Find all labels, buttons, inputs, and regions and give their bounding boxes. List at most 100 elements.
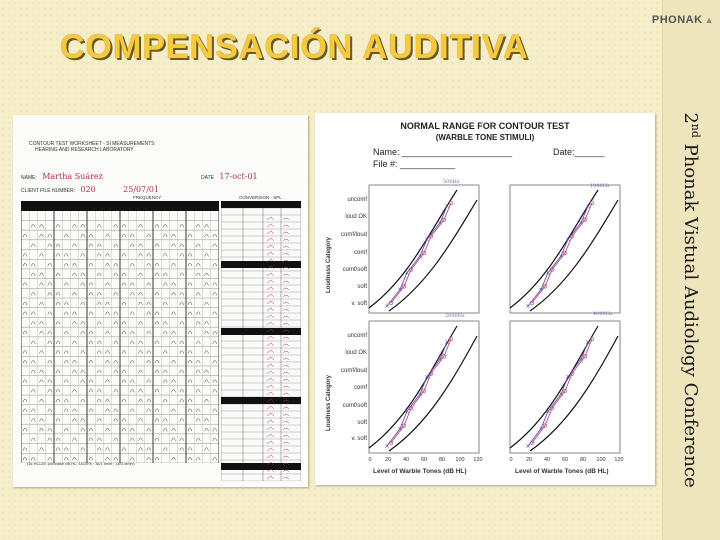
handwritten-mark: [88, 330, 94, 335]
handwritten-mark: [130, 292, 135, 296]
handwritten-mark: [171, 408, 176, 412]
handwritten-mark: [55, 389, 61, 393]
handwritten-mark: [138, 321, 143, 325]
handwritten-mark: [146, 408, 151, 412]
series-2-point: [566, 237, 570, 242]
handwritten-mark: [179, 243, 184, 247]
grid-header-bar: [21, 201, 219, 211]
handwritten-mark: [39, 301, 44, 306]
handwritten-mark: [64, 301, 69, 306]
handwritten-mark: [163, 398, 168, 403]
y-label-comf-soft: comf/soft: [342, 267, 367, 273]
handwritten-mark: [171, 379, 176, 383]
contour-plots: [368, 184, 621, 454]
handwritten-mark: [55, 243, 61, 247]
handwritten-mark: [88, 292, 94, 296]
grid-header-bar: [221, 261, 301, 268]
handwritten-mark: [31, 360, 36, 364]
handwritten-mark: [113, 369, 118, 374]
x-axis-title: Level of Warble Tones (dB HL): [373, 468, 467, 475]
handwritten-mark: [55, 301, 61, 306]
handwritten-mark: [47, 389, 52, 393]
handwritten-mark: [179, 437, 184, 441]
handwritten-mark: [64, 330, 69, 335]
handwritten-mark: [187, 301, 193, 306]
handwritten-mark: [212, 311, 217, 315]
handwritten-mark: [138, 272, 143, 277]
handwritten-mark: [266, 468, 290, 473]
handwritten-mark: [97, 340, 102, 344]
handwritten-mark: [80, 427, 85, 432]
handwritten-mark: [266, 384, 290, 389]
handwritten-mark: [163, 418, 168, 422]
handwritten-mark: [163, 330, 168, 335]
patient-series-1: [531, 202, 593, 304]
handwritten-mark: [154, 408, 160, 412]
handwritten-mark: [80, 282, 85, 286]
handwritten-mark: [204, 369, 209, 374]
handwritten-mark: [266, 440, 290, 445]
handwritten-mark: [187, 427, 193, 432]
handwritten-mark: [121, 224, 127, 228]
handwritten-mark: [64, 408, 69, 412]
handwritten-mark: [22, 233, 28, 238]
handwritten-mark: [196, 321, 201, 325]
handwritten-mark: [163, 369, 168, 374]
handwritten-mark: [154, 369, 160, 374]
handwritten-mark: [146, 253, 151, 257]
handwritten-mark: [196, 311, 201, 315]
handwritten-mark: [138, 350, 143, 354]
handwritten-mark: [121, 253, 127, 257]
handwritten-mark: [88, 437, 94, 441]
handwritten-mark: [72, 360, 77, 364]
handwritten-mark: [196, 224, 201, 228]
handwritten-mark: [22, 301, 28, 306]
handwritten-mark: [105, 457, 110, 461]
handwritten-mark: [55, 418, 61, 422]
handwritten-mark: [146, 350, 151, 354]
handwritten-mark: [179, 418, 184, 422]
handwritten-mark: [55, 437, 61, 441]
handwritten-mark: [163, 233, 168, 238]
handwritten-mark: [80, 233, 85, 238]
handwritten-mark: [105, 379, 110, 383]
handwritten-mark: [121, 369, 127, 374]
plot-frame: [368, 320, 480, 454]
handwritten-mark: [88, 282, 94, 286]
handwritten-mark: [212, 379, 217, 383]
worksheet-name-row: NAME: Martha Suárez: [21, 172, 103, 181]
handwritten-mark: [47, 360, 52, 364]
series-2-point: [579, 220, 583, 225]
handwritten-mark: [47, 282, 52, 286]
handwritten-mark: [130, 379, 135, 383]
normal-range-lower: [388, 335, 478, 452]
handwritten-mark: [163, 379, 168, 383]
handwritten-mark: [187, 233, 193, 238]
handwritten-mark: [121, 272, 127, 277]
handwritten-mark: [266, 230, 290, 235]
chart-file-field: File #: ___________: [373, 159, 456, 169]
handwritten-mark: [196, 408, 201, 412]
handwritten-mark: [212, 233, 217, 238]
x-tick: 40: [402, 457, 410, 463]
handwritten-mark: [22, 282, 28, 286]
handwritten-mark: [204, 272, 209, 277]
handwritten-mark: [130, 427, 135, 432]
handwritten-mark: [31, 369, 36, 374]
x-tick: 100: [596, 457, 606, 463]
handwritten-mark: [266, 244, 290, 249]
handwritten-mark: [97, 350, 102, 354]
handwritten-mark: [97, 224, 102, 228]
handwritten-mark: [39, 350, 44, 354]
handwritten-mark: [154, 272, 160, 277]
series-1-point: [441, 354, 447, 359]
handwritten-mark: [39, 282, 44, 286]
handwritten-mark: [212, 243, 217, 247]
handwritten-mark: [113, 321, 118, 325]
handwritten-mark: [204, 321, 209, 325]
handwritten-mark: [113, 389, 118, 393]
handwritten-mark: [47, 437, 52, 441]
handwritten-mark: [88, 457, 94, 461]
series-2-point: [438, 220, 442, 225]
handwritten-mark: [22, 447, 28, 451]
